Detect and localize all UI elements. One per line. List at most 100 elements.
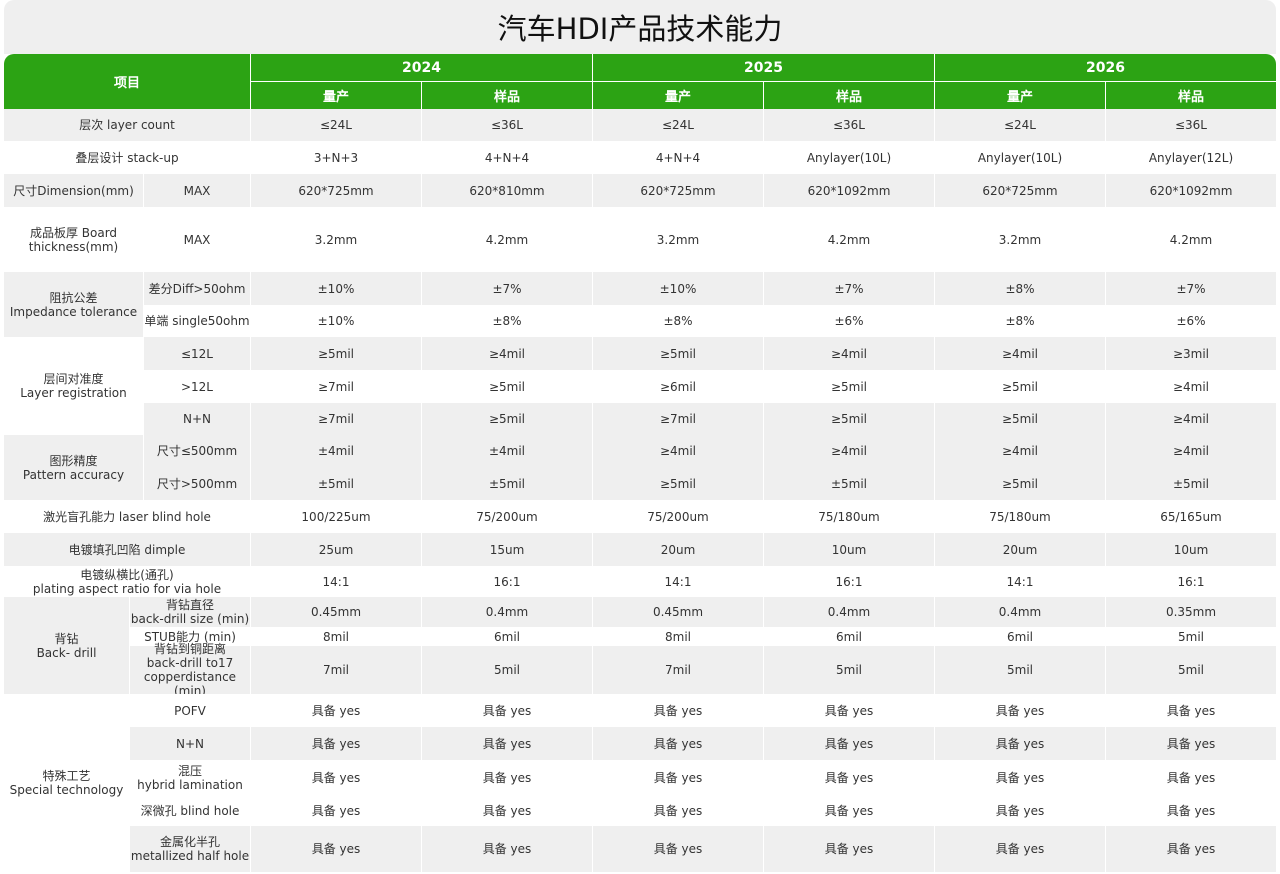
table-cell: 5mil	[1105, 627, 1276, 646]
row-group-label: 电镀纵横比(通孔) plating aspect ratio for via h…	[4, 566, 250, 597]
row-sub-label: 尺寸>500mm	[143, 467, 250, 500]
table-cell: 620*810mm	[421, 174, 592, 207]
table-cell: 6mil	[934, 627, 1105, 646]
table-cell: ≥5mil	[250, 337, 421, 370]
table-cell: 6mil	[421, 627, 592, 646]
row-sub-label: 单端 single50ohm	[143, 305, 250, 337]
table-cell: ±8%	[934, 272, 1105, 305]
table-cell: ≥7mil	[592, 403, 763, 435]
table-cell: 75/180um	[934, 500, 1105, 533]
table-cell: ≥4mil	[934, 435, 1105, 467]
table-cell: 3+N+3	[250, 141, 421, 174]
table-cell: 65/165um	[1105, 500, 1276, 533]
table-cell: 16:1	[1105, 566, 1276, 597]
table-cell: ≥4mil	[763, 337, 934, 370]
table-cell: 具备 yes	[250, 760, 421, 795]
table-cell: ±4mil	[250, 435, 421, 467]
table-cell: 620*1092mm	[1105, 174, 1276, 207]
page-title: 汽车HDI产品技术能力	[497, 12, 783, 46]
row-sub-label: 差分Diff>50ohm	[143, 272, 250, 305]
table-cell: ≤24L	[934, 109, 1105, 141]
row-group-label: 尺寸Dimension(mm)	[4, 174, 143, 207]
table-cell: 5mil	[1105, 646, 1276, 694]
table-cell: 具备 yes	[763, 826, 934, 872]
row-group-label: 背钻 Back- drill	[4, 597, 129, 694]
table-cell: ≥4mil	[421, 337, 592, 370]
header-year-2025: 2025	[592, 54, 934, 82]
table-cell: 具备 yes	[934, 826, 1105, 872]
table-cell: 0.4mm	[934, 597, 1105, 627]
table-cell: ≥5mil	[934, 403, 1105, 435]
table-cell: 8mil	[592, 627, 763, 646]
table-cell: 具备 yes	[1105, 826, 1276, 872]
table-cell: ±5mil	[1105, 467, 1276, 500]
table-cell: 15um	[421, 533, 592, 566]
table-cell: ±6%	[1105, 305, 1276, 337]
table-cell: ≥5mil	[421, 370, 592, 403]
table-cell: 16:1	[763, 566, 934, 597]
header-sub-mass-production: 量产	[934, 82, 1105, 109]
table-cell: ±4mil	[421, 435, 592, 467]
row-group-label: 图形精度 Pattern accuracy	[4, 435, 143, 500]
table-cell: ≥4mil	[1105, 370, 1276, 403]
table-cell: 20um	[934, 533, 1105, 566]
table-cell: 620*1092mm	[763, 174, 934, 207]
table-cell: ≥5mil	[592, 467, 763, 500]
table-cell: ≥5mil	[421, 403, 592, 435]
row-sub-label: N+N	[143, 403, 250, 435]
table-cell: 620*725mm	[250, 174, 421, 207]
table-cell: 25um	[250, 533, 421, 566]
row-group-label: 成品板厚 Board thickness(mm)	[4, 207, 143, 272]
row-sub-label: 尺寸≤500mm	[143, 435, 250, 467]
header-year-2026: 2026	[934, 54, 1276, 82]
table-cell: 具备 yes	[592, 694, 763, 727]
table-cell: 具备 yes	[763, 760, 934, 795]
row-group-label: 电镀填孔凹陷 dimple	[4, 533, 250, 566]
table-cell: 75/200um	[592, 500, 763, 533]
row-group-label: 阻抗公差 Impedance tolerance	[4, 272, 143, 337]
table-cell: ≥4mil	[934, 337, 1105, 370]
table-cell: 75/200um	[421, 500, 592, 533]
table-cell: 具备 yes	[421, 826, 592, 872]
row-group-label: 激光盲孔能力 laser blind hole	[4, 500, 250, 533]
row-group-label: 叠层设计 stack-up	[4, 141, 250, 174]
header-sub-sample: 样品	[421, 82, 592, 109]
row-sub-label: N+N	[129, 727, 250, 760]
table-cell: 4.2mm	[421, 207, 592, 272]
table-cell: ±7%	[421, 272, 592, 305]
header-sub-sample: 样品	[763, 82, 934, 109]
table-cell: ≤36L	[1105, 109, 1276, 141]
table-cell: 14:1	[592, 566, 763, 597]
table-cell: 具备 yes	[421, 727, 592, 760]
table-cell: ±5mil	[250, 467, 421, 500]
table-cell: ≥7mil	[250, 403, 421, 435]
table-cell: 10um	[1105, 533, 1276, 566]
table-cell: ≥3mil	[1105, 337, 1276, 370]
table-cell: 具备 yes	[421, 795, 592, 826]
table-cell: 具备 yes	[421, 760, 592, 795]
table-cell: 具备 yes	[592, 727, 763, 760]
table-cell: 6mil	[763, 627, 934, 646]
table-cell: 14:1	[250, 566, 421, 597]
table-cell: 具备 yes	[592, 760, 763, 795]
table-cell: 14:1	[934, 566, 1105, 597]
table-cell: Anylayer(10L)	[934, 141, 1105, 174]
table-cell: ≥4mil	[1105, 403, 1276, 435]
table-cell: ±6%	[763, 305, 934, 337]
table-cell: ≥4mil	[1105, 435, 1276, 467]
row-sub-label: 混压 hybrid lamination	[129, 760, 250, 795]
table-cell: 具备 yes	[592, 826, 763, 872]
table-cell: 4+N+4	[421, 141, 592, 174]
table-cell: 具备 yes	[421, 694, 592, 727]
table-cell: 具备 yes	[592, 795, 763, 826]
table-cell: 5mil	[763, 646, 934, 694]
table-cell: 0.4mm	[763, 597, 934, 627]
table-cell: 8mil	[250, 627, 421, 646]
table-cell: ≤36L	[763, 109, 934, 141]
table-cell: 具备 yes	[934, 795, 1105, 826]
row-sub-label: MAX	[143, 174, 250, 207]
row-sub-label: 金属化半孔 metallized half hole	[129, 826, 250, 872]
row-sub-label: 背钻到铜距离 back-drill to17 copperdistance (m…	[129, 642, 250, 698]
table-cell: ≤24L	[592, 109, 763, 141]
table-cell: 3.2mm	[250, 207, 421, 272]
